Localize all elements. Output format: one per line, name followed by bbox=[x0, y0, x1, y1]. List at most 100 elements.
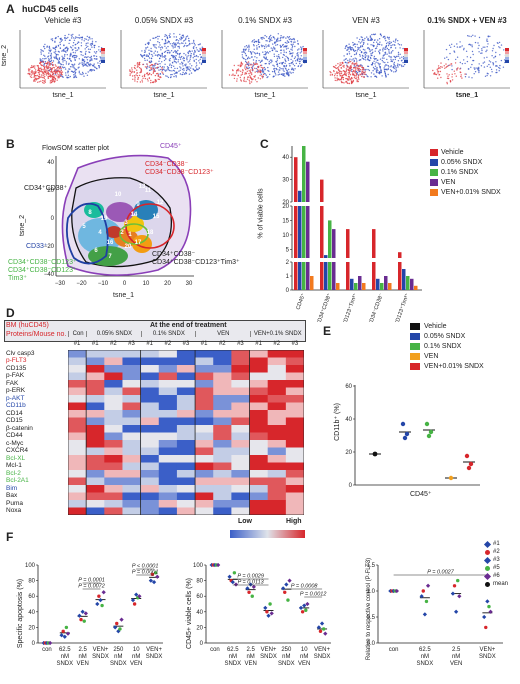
label-green3: Tim3⁺ bbox=[8, 275, 27, 282]
protein-label: c-Myc bbox=[6, 439, 24, 447]
heatmap-cell bbox=[285, 492, 304, 501]
data-point bbox=[79, 617, 83, 622]
heatmap-cell bbox=[140, 402, 160, 411]
heatmap-cell bbox=[176, 462, 196, 471]
heatmap-cell bbox=[213, 350, 232, 358]
heatmap-cell bbox=[86, 417, 105, 426]
bar bbox=[380, 283, 384, 290]
data-point bbox=[266, 613, 271, 618]
heatmap-cell bbox=[176, 350, 196, 358]
heatmap-cell bbox=[285, 410, 304, 418]
panel-b-ylabel: tsne_2 bbox=[19, 214, 27, 237]
ytick: 80 bbox=[28, 579, 35, 585]
heatmap-cell bbox=[231, 357, 250, 366]
data-point bbox=[323, 631, 328, 636]
ytick: 1 bbox=[286, 274, 290, 280]
legend-item: 0.1% SNDX bbox=[430, 168, 520, 178]
legend-item: 0.05% SNDX bbox=[410, 332, 516, 342]
heatmap-cell bbox=[285, 455, 304, 463]
heatmap-cell bbox=[267, 425, 287, 433]
point-0.05-1 bbox=[400, 421, 406, 427]
legend-label: Vehicle bbox=[424, 323, 447, 330]
bar bbox=[328, 262, 332, 290]
heatmap-cell bbox=[68, 470, 87, 478]
data-point bbox=[318, 629, 323, 633]
heatmap-cell bbox=[68, 402, 87, 411]
heatmap-cell bbox=[249, 395, 268, 403]
heatmap-cell bbox=[176, 395, 196, 403]
legend-label: 0.05% SNDX bbox=[441, 159, 483, 166]
heatmap-cell bbox=[195, 350, 214, 358]
data-point bbox=[485, 599, 490, 604]
legend-item: #1 bbox=[483, 540, 519, 549]
legend-swatch bbox=[410, 333, 420, 340]
data-point bbox=[281, 586, 286, 591]
heatmap-cell bbox=[176, 492, 196, 501]
bar bbox=[372, 262, 376, 290]
heatmap-cell bbox=[267, 350, 287, 358]
bar bbox=[388, 283, 392, 290]
heatmap-cell bbox=[140, 485, 160, 493]
heatmap-cell bbox=[140, 425, 160, 433]
heatmap-cell bbox=[158, 485, 178, 493]
panel-b-letter: B bbox=[6, 137, 15, 151]
heatmap-cell bbox=[86, 357, 105, 366]
xtick: SNDX bbox=[56, 661, 73, 667]
bar bbox=[350, 278, 354, 290]
cluster-number: 7 bbox=[108, 254, 112, 260]
mouse-label: #3 bbox=[237, 341, 244, 347]
ytick: 0 bbox=[286, 288, 290, 294]
ytick: 0 bbox=[349, 483, 353, 489]
heatmap-cell bbox=[86, 507, 105, 515]
heatmap-cell bbox=[122, 507, 141, 515]
xtick: VEN bbox=[244, 661, 256, 667]
heatmap-cell bbox=[176, 425, 196, 433]
label-cd34cd38negcd123: CD34⁺CD38⁻CD123⁺Tim3⁺ bbox=[152, 259, 240, 266]
group-label: VEN bbox=[195, 331, 250, 337]
protein-label: Bax bbox=[6, 492, 18, 499]
data-point bbox=[300, 610, 305, 614]
heatmap-cell bbox=[231, 447, 250, 456]
mouse-label: #1 bbox=[255, 341, 262, 347]
heatmap-cell bbox=[231, 425, 250, 433]
data-point bbox=[148, 578, 153, 583]
heatmap-cell bbox=[68, 507, 87, 515]
legend-item: #6 bbox=[483, 572, 519, 581]
heatmap-cell bbox=[86, 455, 105, 463]
heatmap-cell bbox=[122, 432, 141, 441]
heatmap-cell bbox=[86, 350, 105, 358]
heatmap-cell bbox=[158, 507, 178, 515]
ytick: 0.0 bbox=[367, 641, 376, 647]
heatmap-row-header: Proteins/Mouse no. bbox=[6, 331, 67, 338]
heatmap-cell bbox=[231, 372, 250, 381]
ytick: 20 bbox=[196, 625, 203, 631]
heatmap-cell bbox=[213, 365, 232, 373]
bar bbox=[298, 206, 302, 258]
heatmap-cell bbox=[267, 410, 287, 418]
heatmap-cell bbox=[140, 357, 160, 366]
heatmap-cell bbox=[140, 387, 160, 396]
ytick: 1.0 bbox=[367, 589, 376, 595]
heatmap-cell bbox=[140, 365, 160, 373]
heatmap-cell bbox=[140, 350, 160, 358]
bar bbox=[294, 262, 298, 290]
heatmap-cell bbox=[68, 410, 87, 418]
xtick: VEN bbox=[76, 661, 88, 667]
heatmap-cell bbox=[267, 380, 287, 388]
heatmap-cell bbox=[122, 477, 141, 486]
legend-label: Vehicle bbox=[441, 149, 464, 156]
heatmap-cell bbox=[213, 455, 232, 463]
heatmap-cell bbox=[140, 455, 160, 463]
legend-label: #3 bbox=[493, 557, 500, 563]
cluster-number: 16 bbox=[107, 240, 114, 246]
heatmap-cell bbox=[104, 425, 123, 433]
mouse-label: #2 bbox=[273, 341, 281, 347]
heatmap-cell bbox=[86, 485, 105, 493]
heatmap-cell bbox=[285, 432, 304, 441]
heatmap-cell bbox=[267, 402, 287, 411]
ytick: −40 bbox=[44, 272, 55, 278]
bar bbox=[320, 262, 324, 290]
panel-e-xlabel: CD45⁺ bbox=[410, 491, 432, 498]
heatmap-cell bbox=[68, 440, 87, 448]
